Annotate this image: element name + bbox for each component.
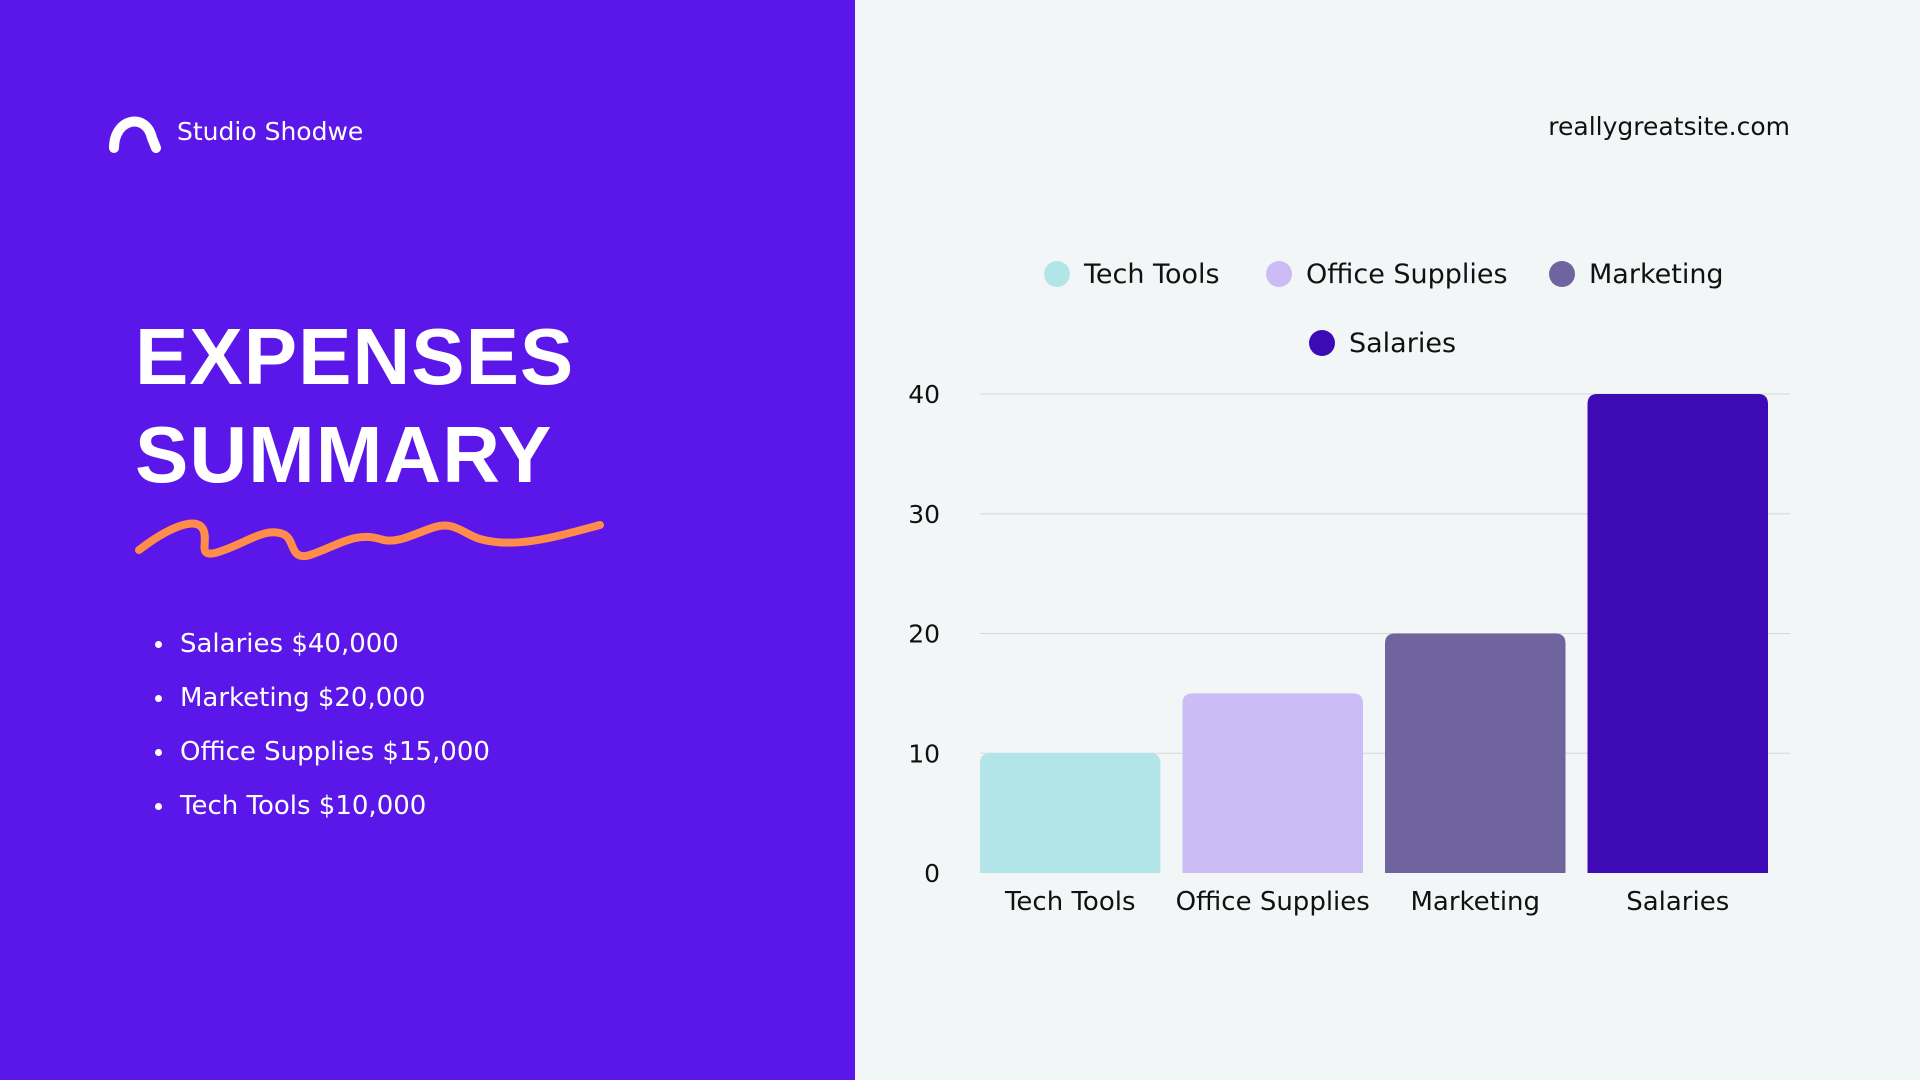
y-tick-label: 0 [924, 859, 940, 888]
page-title: EXPENSES SUMMARY [135, 308, 574, 504]
x-tick-label: Salaries [1626, 887, 1729, 917]
bar [980, 753, 1161, 873]
title-line: EXPENSES [135, 312, 575, 401]
list-item: Tech Tools $10,000 [155, 784, 490, 838]
list-item: Marketing $20,000 [155, 676, 490, 730]
x-tick-label: Tech Tools [1004, 887, 1136, 917]
brand-name: Studio Shodwe [177, 116, 364, 146]
legend-label: Tech Tools [1083, 259, 1220, 290]
y-tick-label: 10 [908, 739, 940, 768]
arc-logo-icon [109, 116, 161, 153]
squiggle-decoration [135, 519, 604, 561]
legend-label: Salaries [1349, 328, 1456, 359]
list-item: Salaries $40,000 [155, 622, 490, 676]
y-tick-label: 40 [908, 380, 940, 409]
x-tick-label: Office Supplies [1176, 887, 1370, 917]
legend-marker [1266, 261, 1292, 287]
left-panel: Studio Shodwe EXPENSES SUMMARY Salaries … [0, 0, 855, 1080]
legend-marker [1549, 261, 1575, 287]
legend-marker [1309, 330, 1335, 356]
brand: Studio Shodwe [108, 108, 363, 154]
title-line: SUMMARY [135, 410, 553, 499]
expense-list: Salaries $40,000 Marketing $20,000 Offic… [155, 622, 490, 838]
bar [1587, 394, 1768, 873]
site-url: reallygreatsite.com [1548, 112, 1790, 141]
bar [1182, 693, 1363, 873]
legend-label: Office Supplies [1306, 259, 1508, 290]
legend-label: Marketing [1589, 259, 1724, 290]
y-tick-label: 30 [908, 500, 940, 529]
bar-chart: 0 10 20 30 40 Tech Tools Office Supplies Market… [908, 259, 1790, 917]
legend-marker [1044, 261, 1070, 287]
bar [1385, 633, 1566, 873]
y-tick-label: 20 [908, 620, 940, 649]
right-panel: reallygreatsite.com 0 10 20 30 40 Tech Tools O… [855, 0, 1920, 1080]
list-item: Office Supplies $15,000 [155, 730, 490, 784]
x-tick-label: Marketing [1410, 887, 1540, 917]
